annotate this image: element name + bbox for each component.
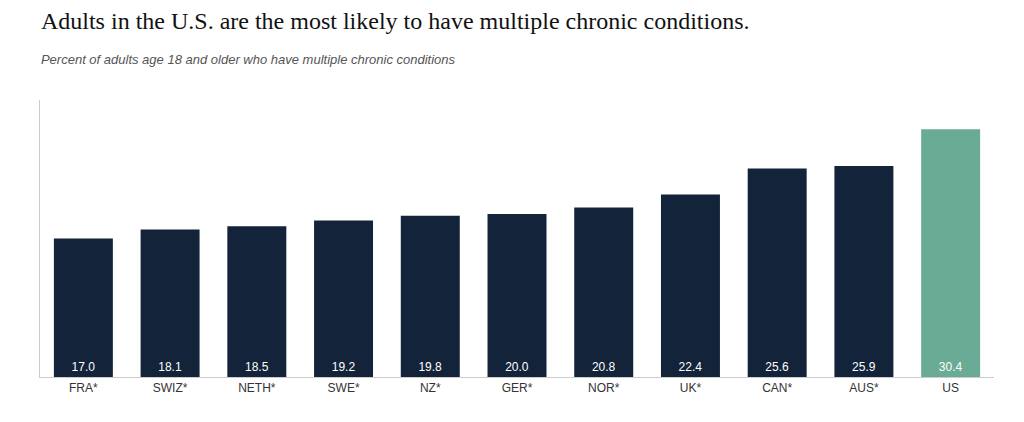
svg-text:Adults in the U.S. are the mos: Adults in the U.S. are the most likely t… [41,8,750,34]
svg-text:UK*: UK* [680,381,702,395]
svg-text:SWIZ*: SWIZ* [153,381,188,395]
svg-text:NZ*: NZ* [420,381,441,395]
svg-text:25.6: 25.6 [765,360,789,374]
svg-text:19.8: 19.8 [418,360,442,374]
svg-text:19.2: 19.2 [332,360,356,374]
svg-text:US: US [942,381,959,395]
svg-text:NETH*: NETH* [238,381,276,395]
svg-text:30.4: 30.4 [939,360,963,374]
svg-text:CAN*: CAN* [762,381,792,395]
svg-text:18.1: 18.1 [158,360,182,374]
svg-text:Percent of adults age 18 and o: Percent of adults age 18 and older who h… [41,52,456,67]
svg-text:GER*: GER* [502,381,533,395]
svg-text:17.0: 17.0 [72,360,96,374]
svg-text:22.4: 22.4 [679,360,703,374]
svg-text:NOR*: NOR* [588,381,620,395]
svg-text:FRA*: FRA* [69,381,98,395]
svg-text:SWE*: SWE* [328,381,360,395]
svg-text:AUS*: AUS* [849,381,879,395]
svg-text:25.9: 25.9 [852,360,876,374]
svg-text:20.8: 20.8 [592,360,616,374]
svg-text:20.0: 20.0 [505,360,529,374]
svg-text:18.5: 18.5 [245,360,269,374]
